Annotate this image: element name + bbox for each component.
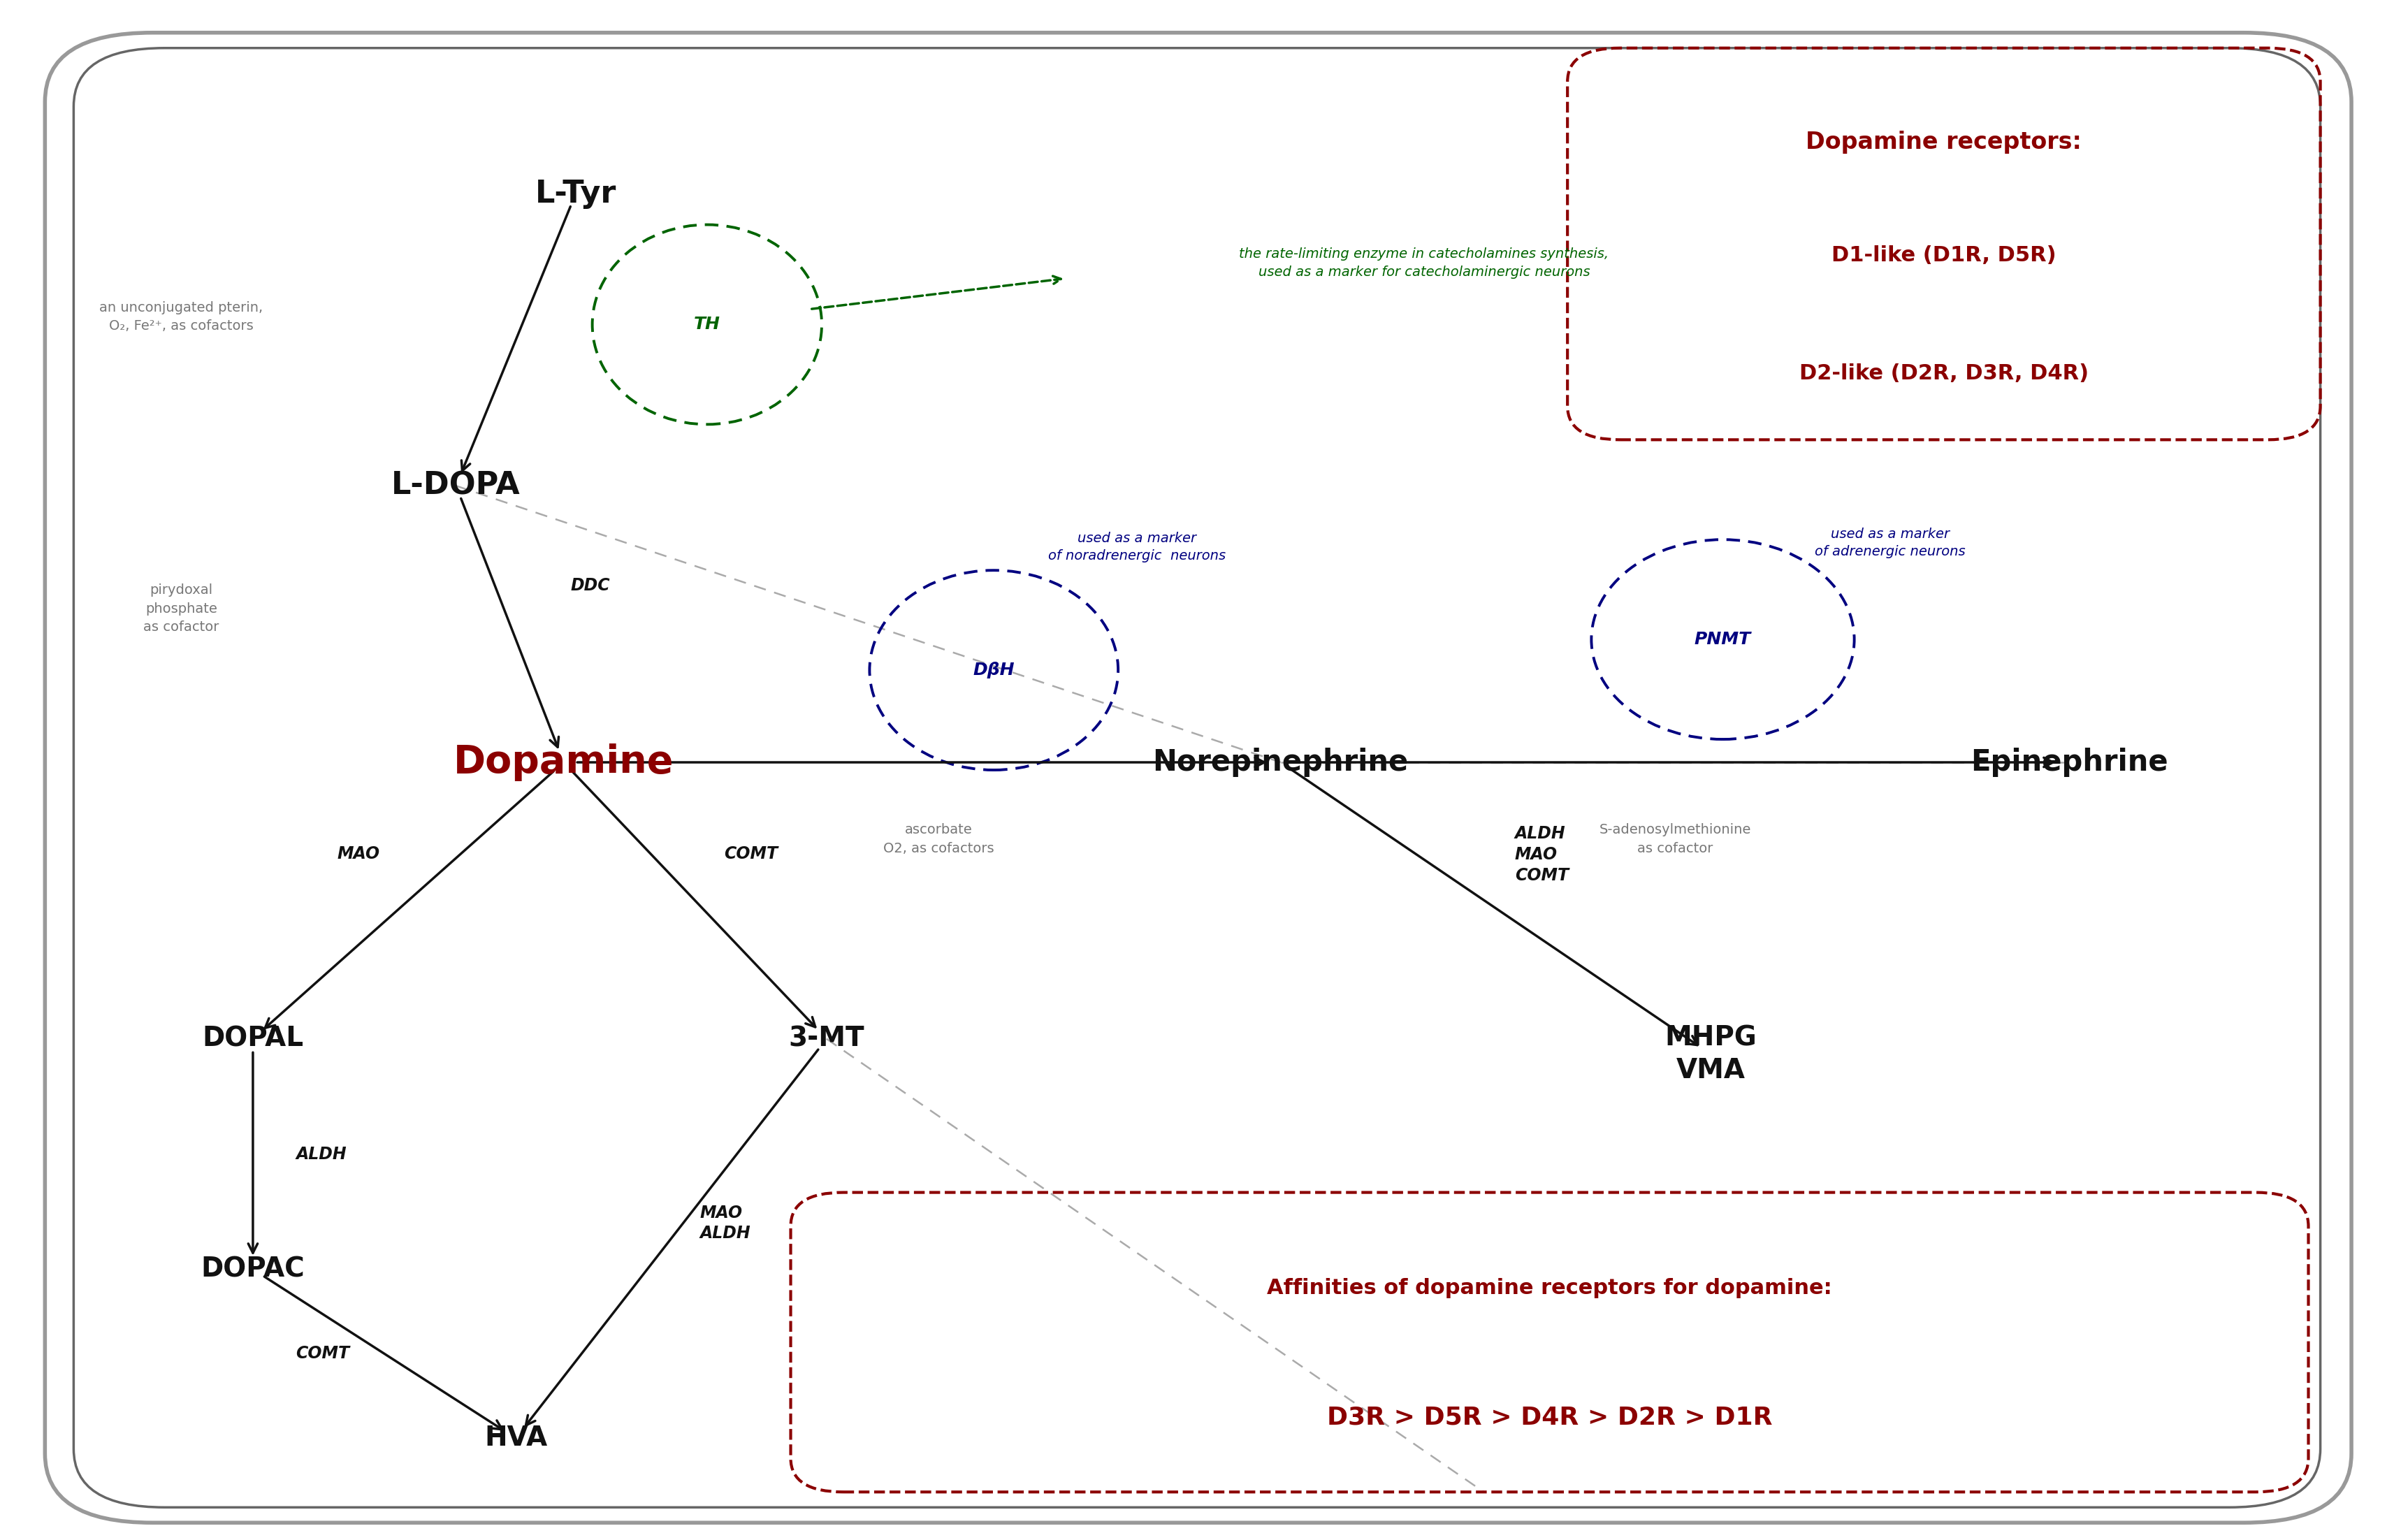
Text: Dopamine receptors:: Dopamine receptors:: [1805, 131, 2083, 154]
Text: pirydoxal
phosphate
as cofactor: pirydoxal phosphate as cofactor: [144, 584, 220, 634]
Text: Norepinephrine: Norepinephrine: [1152, 747, 1408, 778]
Text: the rate-limiting enzyme in catecholamines synthesis,
used as a marker for catec: the rate-limiting enzyme in catecholamin…: [1240, 248, 1609, 279]
Text: MHPG
VMA: MHPG VMA: [1664, 1024, 1757, 1084]
Text: DOPAC: DOPAC: [201, 1257, 304, 1283]
FancyBboxPatch shape: [74, 48, 2320, 1508]
Text: 3-MT: 3-MT: [788, 1026, 864, 1052]
Text: ascorbate
O2, as cofactors: ascorbate O2, as cofactors: [883, 824, 994, 855]
Text: HVA: HVA: [484, 1424, 548, 1452]
Text: an unconjugated pterin,
O₂, Fe²⁺, as cofactors: an unconjugated pterin, O₂, Fe²⁺, as cof…: [101, 300, 263, 333]
Text: COMT: COMT: [723, 845, 778, 862]
Text: used as a marker
of noradrenergic  neurons: used as a marker of noradrenergic neuron…: [1049, 531, 1226, 562]
Text: PNMT: PNMT: [1695, 631, 1750, 648]
FancyBboxPatch shape: [45, 32, 2351, 1523]
Text: S-adenosylmethionine
as cofactor: S-adenosylmethionine as cofactor: [1599, 824, 1750, 855]
Text: D3R > D5R > D4R > D2R > D1R: D3R > D5R > D4R > D2R > D1R: [1326, 1404, 1772, 1429]
Text: TH: TH: [694, 316, 721, 333]
Text: L-DOPA: L-DOPA: [393, 471, 519, 501]
Text: DOPAL: DOPAL: [201, 1026, 304, 1052]
Text: D2-like (D2R, D3R, D4R): D2-like (D2R, D3R, D4R): [1800, 363, 2088, 383]
Text: DDC: DDC: [570, 578, 610, 594]
Text: Epinephrine: Epinephrine: [1970, 747, 2169, 778]
Text: used as a marker
of adrenergic neurons: used as a marker of adrenergic neurons: [1815, 527, 1965, 557]
Text: L-Tyr: L-Tyr: [534, 179, 615, 209]
Text: MAO: MAO: [338, 845, 381, 862]
Text: Dopamine: Dopamine: [452, 744, 673, 781]
Text: ALDH: ALDH: [297, 1146, 347, 1163]
Text: MAO
ALDH: MAO ALDH: [699, 1204, 752, 1241]
Text: D1-like (D1R, D5R): D1-like (D1R, D5R): [1831, 245, 2056, 266]
Text: DβH: DβH: [972, 662, 1015, 679]
Text: Affinities of dopamine receptors for dopamine:: Affinities of dopamine receptors for dop…: [1266, 1278, 1831, 1298]
Text: ALDH
MAO
COMT: ALDH MAO COMT: [1515, 825, 1568, 884]
Text: COMT: COMT: [297, 1346, 350, 1361]
